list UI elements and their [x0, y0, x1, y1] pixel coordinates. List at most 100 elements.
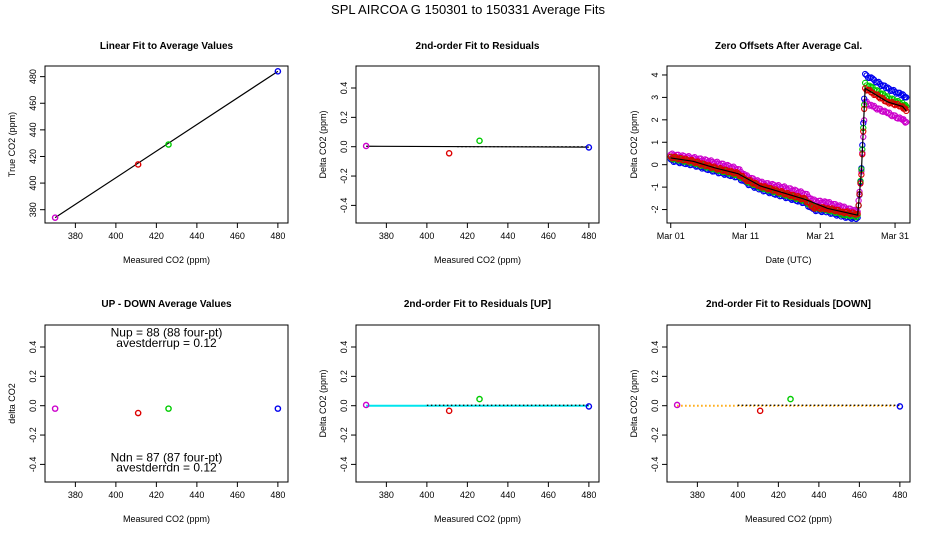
y-tick-label: 0	[650, 162, 660, 167]
y-axis-label: delta CO2	[7, 383, 17, 424]
x-tick-label: 460	[230, 490, 245, 500]
plot-data	[362, 395, 593, 415]
x-tick-label: 460	[852, 490, 867, 500]
panel-title: 2nd-order Fit to Residuals [UP]	[404, 299, 551, 310]
y-tick-label: 0.0	[650, 399, 660, 412]
data-point	[806, 199, 813, 207]
y-tick-label: 0.4	[650, 341, 660, 354]
x-tick-label: 380	[690, 490, 705, 500]
annotation: avestderrup = 0.12	[116, 336, 217, 350]
data-point	[824, 205, 831, 212]
y-tick-label: -2	[650, 206, 660, 214]
x-tick-label: 400	[419, 490, 434, 500]
plot-frame	[355, 324, 600, 483]
plot-data	[51, 405, 282, 417]
data-point	[51, 214, 59, 221]
x-tick-label: 460	[541, 490, 556, 500]
data-point	[809, 203, 816, 211]
panel-title: 2nd-order Fit to Residuals [DOWN]	[706, 299, 871, 310]
x-tick-label: 380	[68, 231, 83, 241]
y-tick-label: 480	[28, 69, 38, 84]
x-tick-label: 420	[771, 490, 786, 500]
x-tick-label: 380	[68, 490, 83, 500]
data-point	[861, 70, 869, 78]
x-tick-label: 460	[541, 231, 556, 241]
y-tick-label: -0.2	[339, 168, 349, 184]
y-tick-label: -0.2	[28, 427, 38, 443]
plot-frame	[355, 65, 600, 224]
panel-title: 2nd-order Fit to Residuals	[416, 41, 540, 52]
y-tick-label: 440	[28, 122, 38, 137]
x-tick-label: 440	[500, 231, 515, 241]
x-tick-label: Mar 21	[806, 231, 834, 241]
x-tick-label: Mar 11	[732, 231, 759, 241]
chart-panels: Linear Fit to Average Values 380 400 420 440…	[7, 41, 911, 524]
panel-title: UP - DOWN Average Values	[101, 299, 232, 310]
y-tick-label: 0.2	[28, 370, 38, 383]
x-tick-label: 480	[270, 490, 285, 500]
x-tick-label: 460	[230, 231, 245, 241]
y-axis-label: Delta CO2 (ppm)	[629, 369, 639, 437]
y-tick-label: -0.4	[339, 198, 349, 214]
data-point	[445, 407, 453, 415]
data-point	[673, 401, 681, 409]
x-axis-label: Measured CO2 (ppm)	[434, 514, 521, 524]
plot-data	[51, 68, 282, 221]
annotation: avestderrdn = 0.12	[116, 461, 217, 475]
plot-frame	[666, 324, 911, 483]
y-tick-label: -0.4	[339, 457, 349, 473]
x-tick-label: 420	[460, 231, 475, 241]
data-point	[165, 405, 172, 412]
y-axis-label: Delta CO2 (ppm)	[318, 369, 328, 437]
y-tick-label: 0.2	[339, 111, 349, 124]
panel-6: 2nd-order Fit to Residuals [DOWN] 380 400 4…	[629, 299, 911, 524]
plot-frame	[44, 65, 289, 224]
x-axis-label: Measured CO2 (ppm)	[745, 514, 832, 524]
y-tick-label: 460	[28, 96, 38, 111]
y-tick-label: -0.4	[28, 457, 38, 473]
data-point	[476, 395, 483, 403]
x-tick-label: 400	[108, 490, 123, 500]
x-tick-label: 440	[811, 490, 826, 500]
x-tick-label: 440	[189, 231, 204, 241]
y-axis-label: Delta CO2 (ppm)	[629, 110, 639, 178]
x-tick-label: 380	[379, 490, 394, 500]
y-tick-label: -0.2	[650, 427, 660, 443]
data-point	[585, 403, 593, 410]
panel-title: Zero Offsets After Average Cal.	[715, 41, 862, 52]
data-point	[757, 182, 764, 189]
y-tick-label: 380	[28, 202, 38, 217]
data-point	[667, 153, 674, 160]
data-point	[872, 104, 879, 112]
data-point	[787, 395, 794, 403]
y-tick-label: 1	[650, 140, 660, 145]
panel-title: Linear Fit to Average Values	[100, 41, 234, 52]
data-point	[903, 118, 910, 126]
fit-line	[670, 87, 907, 216]
panel-3: Zero Offsets After Average Cal. Mar 01 Mar…	[629, 41, 911, 265]
plot-data	[362, 137, 593, 157]
data-point	[134, 161, 142, 168]
x-tick-label: 440	[189, 490, 204, 500]
y-tick-label: 0.2	[339, 370, 349, 383]
data-point	[884, 98, 891, 105]
data-point	[891, 88, 899, 96]
y-tick-label: -0.2	[339, 427, 349, 443]
data-point	[585, 144, 593, 151]
x-tick-label: 380	[379, 231, 394, 241]
plot-data	[667, 70, 910, 223]
data-point	[903, 107, 910, 115]
x-tick-label: 480	[270, 231, 285, 241]
panel-5: 2nd-order Fit to Residuals [UP] 380 400 420…	[318, 299, 600, 524]
data-point	[362, 142, 370, 150]
x-tick-label: 440	[500, 490, 515, 500]
x-tick-label: 400	[730, 490, 745, 500]
y-tick-label: 0.0	[339, 140, 349, 153]
x-tick-label: Mar 31	[881, 231, 909, 241]
plot-data	[673, 395, 904, 415]
data-point	[445, 150, 453, 157]
data-point	[274, 405, 282, 412]
data-point	[274, 68, 282, 75]
y-tick-label: -1	[650, 183, 660, 191]
data-point	[817, 205, 824, 212]
